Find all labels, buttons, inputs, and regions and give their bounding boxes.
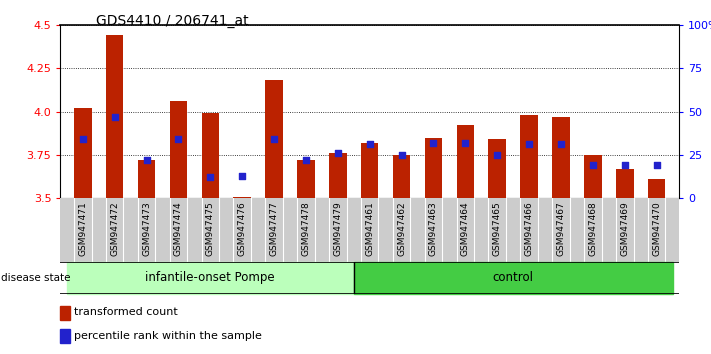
Point <box>523 142 535 147</box>
Bar <box>616 169 634 198</box>
Text: GSM947475: GSM947475 <box>205 201 215 256</box>
Text: percentile rank within the sample: percentile rank within the sample <box>74 331 262 341</box>
Bar <box>354 262 673 294</box>
Point <box>587 162 599 168</box>
Point <box>237 173 248 178</box>
Point <box>619 162 631 168</box>
Point <box>460 140 471 145</box>
Text: disease state: disease state <box>1 273 70 283</box>
Point <box>555 142 567 147</box>
Point <box>491 152 503 158</box>
Text: GSM947469: GSM947469 <box>620 201 629 256</box>
Point <box>173 136 184 142</box>
Bar <box>552 117 570 198</box>
Point <box>141 157 152 163</box>
Bar <box>201 113 219 198</box>
Text: GSM947479: GSM947479 <box>333 201 342 256</box>
Bar <box>488 139 506 198</box>
Bar <box>74 108 92 198</box>
Bar <box>361 143 378 198</box>
Bar <box>67 262 354 294</box>
Text: GSM947476: GSM947476 <box>237 201 247 256</box>
Bar <box>329 153 346 198</box>
Text: GSM947471: GSM947471 <box>78 201 87 256</box>
Bar <box>138 160 155 198</box>
Text: GDS4410 / 206741_at: GDS4410 / 206741_at <box>96 14 249 28</box>
Text: GSM947465: GSM947465 <box>493 201 502 256</box>
Text: GSM947473: GSM947473 <box>142 201 151 256</box>
Bar <box>233 196 251 198</box>
Point <box>77 136 88 142</box>
Text: transformed count: transformed count <box>74 307 178 317</box>
Bar <box>60 329 70 343</box>
Point <box>428 140 439 145</box>
Point <box>109 114 120 120</box>
Bar <box>424 137 442 198</box>
Text: GSM947477: GSM947477 <box>269 201 279 256</box>
Bar <box>106 35 124 198</box>
Bar <box>265 80 283 198</box>
Bar <box>584 155 602 198</box>
Text: GSM947461: GSM947461 <box>365 201 374 256</box>
Bar <box>60 306 70 320</box>
Text: GSM947466: GSM947466 <box>525 201 534 256</box>
Point <box>364 142 375 147</box>
Text: GSM947463: GSM947463 <box>429 201 438 256</box>
Point <box>332 150 343 156</box>
Text: GSM947472: GSM947472 <box>110 201 119 256</box>
Point <box>651 162 663 168</box>
Text: GSM947467: GSM947467 <box>557 201 565 256</box>
Text: GSM947478: GSM947478 <box>301 201 311 256</box>
Text: infantile-onset Pompe: infantile-onset Pompe <box>146 272 275 284</box>
Text: GSM947470: GSM947470 <box>652 201 661 256</box>
Text: GSM947464: GSM947464 <box>461 201 470 256</box>
Point <box>300 157 311 163</box>
Text: GSM947462: GSM947462 <box>397 201 406 256</box>
Bar <box>170 101 187 198</box>
Bar <box>520 115 538 198</box>
Point <box>268 136 279 142</box>
Point <box>205 175 216 180</box>
Point <box>396 152 407 158</box>
Text: GSM947468: GSM947468 <box>589 201 597 256</box>
Text: control: control <box>493 272 534 284</box>
Bar <box>648 179 665 198</box>
Bar <box>456 125 474 198</box>
Text: GSM947474: GSM947474 <box>174 201 183 256</box>
Bar <box>393 155 410 198</box>
Bar <box>297 160 315 198</box>
